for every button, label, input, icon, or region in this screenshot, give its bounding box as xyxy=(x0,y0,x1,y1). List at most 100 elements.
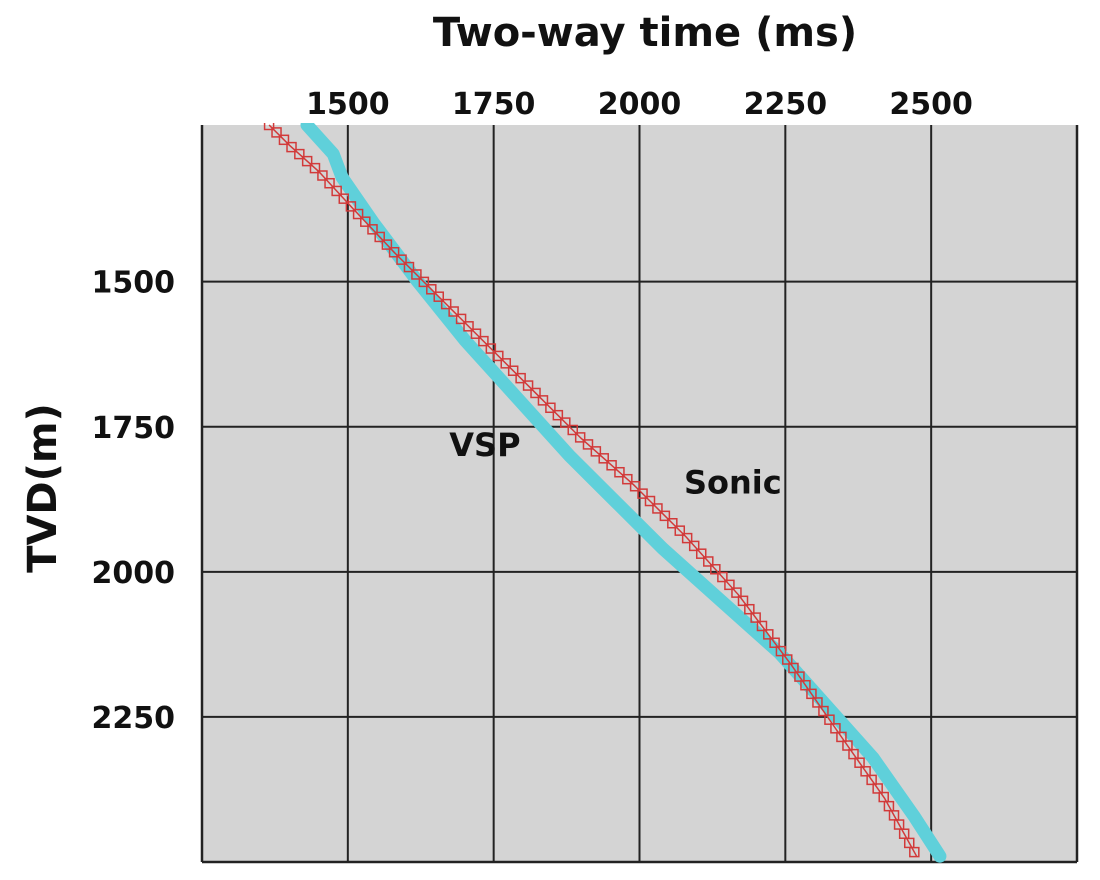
marker-vsp-50 xyxy=(637,488,648,499)
marker-vsp-70 xyxy=(775,645,787,657)
annotation-sonic: Sonic xyxy=(684,464,782,502)
marker-vsp-37 xyxy=(537,395,549,406)
marker-vsp-27 xyxy=(463,321,474,332)
marker-vsp-66 xyxy=(750,612,761,623)
annotations: VSP Sonic xyxy=(449,426,781,502)
marker-vsp-35 xyxy=(522,380,534,391)
marker-vsp-72 xyxy=(788,662,799,674)
marker-vsp-83 xyxy=(854,757,865,768)
marker-vsp-38 xyxy=(545,402,556,414)
marker-vsp-67 xyxy=(756,620,768,632)
y-tick-label-2250: 2250 xyxy=(92,701,176,736)
marker-vsp-54 xyxy=(667,518,678,529)
marker-vsp-82 xyxy=(848,748,859,760)
marker-vsp-13 xyxy=(360,216,371,227)
x-tick-label-1500: 1500 xyxy=(306,87,390,122)
marker-vsp-10 xyxy=(338,193,350,204)
marker-vsp-78 xyxy=(824,714,835,725)
marker-vsp-15 xyxy=(374,231,385,243)
marker-vsp-3 xyxy=(286,141,297,153)
marker-vsp-34 xyxy=(515,372,526,384)
marker-vsp-31 xyxy=(493,350,504,362)
marker-vsp-14 xyxy=(367,224,378,235)
marker-vsp-30 xyxy=(485,343,497,354)
marker-vsp-29 xyxy=(478,335,489,347)
marker-vsp-5 xyxy=(301,155,313,167)
marker-vsp-22 xyxy=(426,284,437,295)
marker-vsp-11 xyxy=(345,201,357,212)
marker-vsp-41 xyxy=(567,424,578,436)
marker-vsp-57 xyxy=(688,540,700,552)
marker-vsp-16 xyxy=(381,239,393,250)
marker-vsp-60 xyxy=(710,564,721,575)
marker-vsp-73 xyxy=(794,671,805,682)
marker-vsp-75 xyxy=(806,688,817,700)
marker-vsp-9 xyxy=(331,185,342,197)
marker-vsp-93 xyxy=(909,846,920,858)
y-axis-title: TVD(m) xyxy=(20,403,66,573)
marker-vsp-64 xyxy=(737,595,749,607)
marker-vsp-51 xyxy=(644,495,656,507)
marker-vsp-81 xyxy=(842,740,853,751)
marker-vsp-32 xyxy=(500,358,511,369)
series-layer xyxy=(263,123,947,863)
x-tick-label-1750: 1750 xyxy=(452,87,536,122)
marker-vsp-55 xyxy=(674,525,686,536)
marker-vsp-49 xyxy=(629,480,641,492)
marker-vsp-23 xyxy=(433,291,444,302)
marker-vsp-59 xyxy=(703,556,714,567)
marker-vsp-19 xyxy=(403,261,415,273)
x-axis-title: Two-way time (ms) xyxy=(433,10,857,56)
tick-labels: 1500 1750 2000 2250 2500 1500 1750 2000 2250 xyxy=(92,87,973,736)
marker-vsp-84 xyxy=(860,766,871,777)
marker-vsp-26 xyxy=(455,313,467,325)
marker-vsp-18 xyxy=(396,254,407,265)
grid xyxy=(200,125,1079,864)
marker-vsp-58 xyxy=(695,548,707,559)
annotation-vsp: VSP xyxy=(449,426,520,464)
marker-vsp-77 xyxy=(818,705,829,717)
marker-vsp-86 xyxy=(872,783,883,794)
x-tick-label-2000: 2000 xyxy=(598,87,682,122)
marker-vsp-44 xyxy=(590,446,602,457)
marker-vsp-85 xyxy=(866,774,877,786)
marker-vsp-12 xyxy=(352,208,364,220)
x-tick-label-2500: 2500 xyxy=(889,87,973,122)
marker-vsp-4 xyxy=(294,148,305,160)
marker-vsp-48 xyxy=(622,473,633,485)
marker-vsp-43 xyxy=(582,439,594,450)
marker-vsp-53 xyxy=(659,510,671,522)
marker-vsp-2 xyxy=(278,134,290,146)
marker-vsp-24 xyxy=(440,298,452,310)
marker-vsp-39 xyxy=(552,409,564,421)
marker-vsp-62 xyxy=(724,579,735,591)
marker-vsp-1 xyxy=(271,127,282,138)
marker-vsp-63 xyxy=(731,587,742,598)
series-line-vsp xyxy=(268,124,918,857)
marker-vsp-42 xyxy=(574,432,586,443)
marker-vsp-79 xyxy=(830,723,841,734)
marker-vsp-36 xyxy=(530,387,541,399)
marker-vsp-21 xyxy=(418,276,430,288)
series-markers-vsp xyxy=(263,123,920,858)
marker-vsp-8 xyxy=(324,177,335,189)
marker-vsp-46 xyxy=(606,460,617,471)
marker-vsp-6 xyxy=(309,162,321,174)
y-tick-label-1750: 1750 xyxy=(92,411,176,446)
series-line-sonic xyxy=(300,123,947,863)
marker-vsp-76 xyxy=(812,697,823,708)
marker-vsp-17 xyxy=(388,246,400,258)
marker-vsp-45 xyxy=(598,453,609,464)
marker-vsp-25 xyxy=(448,306,459,317)
marker-vsp-74 xyxy=(800,679,811,691)
marker-vsp-20 xyxy=(411,269,422,280)
marker-vsp-52 xyxy=(652,503,663,514)
y-tick-label-1500: 1500 xyxy=(92,266,176,301)
marker-vsp-65 xyxy=(744,603,755,615)
marker-vsp-71 xyxy=(782,654,793,665)
marker-vsp-56 xyxy=(681,532,693,544)
marker-vsp-69 xyxy=(769,637,780,648)
marker-vsp-40 xyxy=(560,417,571,428)
marker-vsp-47 xyxy=(614,466,625,478)
